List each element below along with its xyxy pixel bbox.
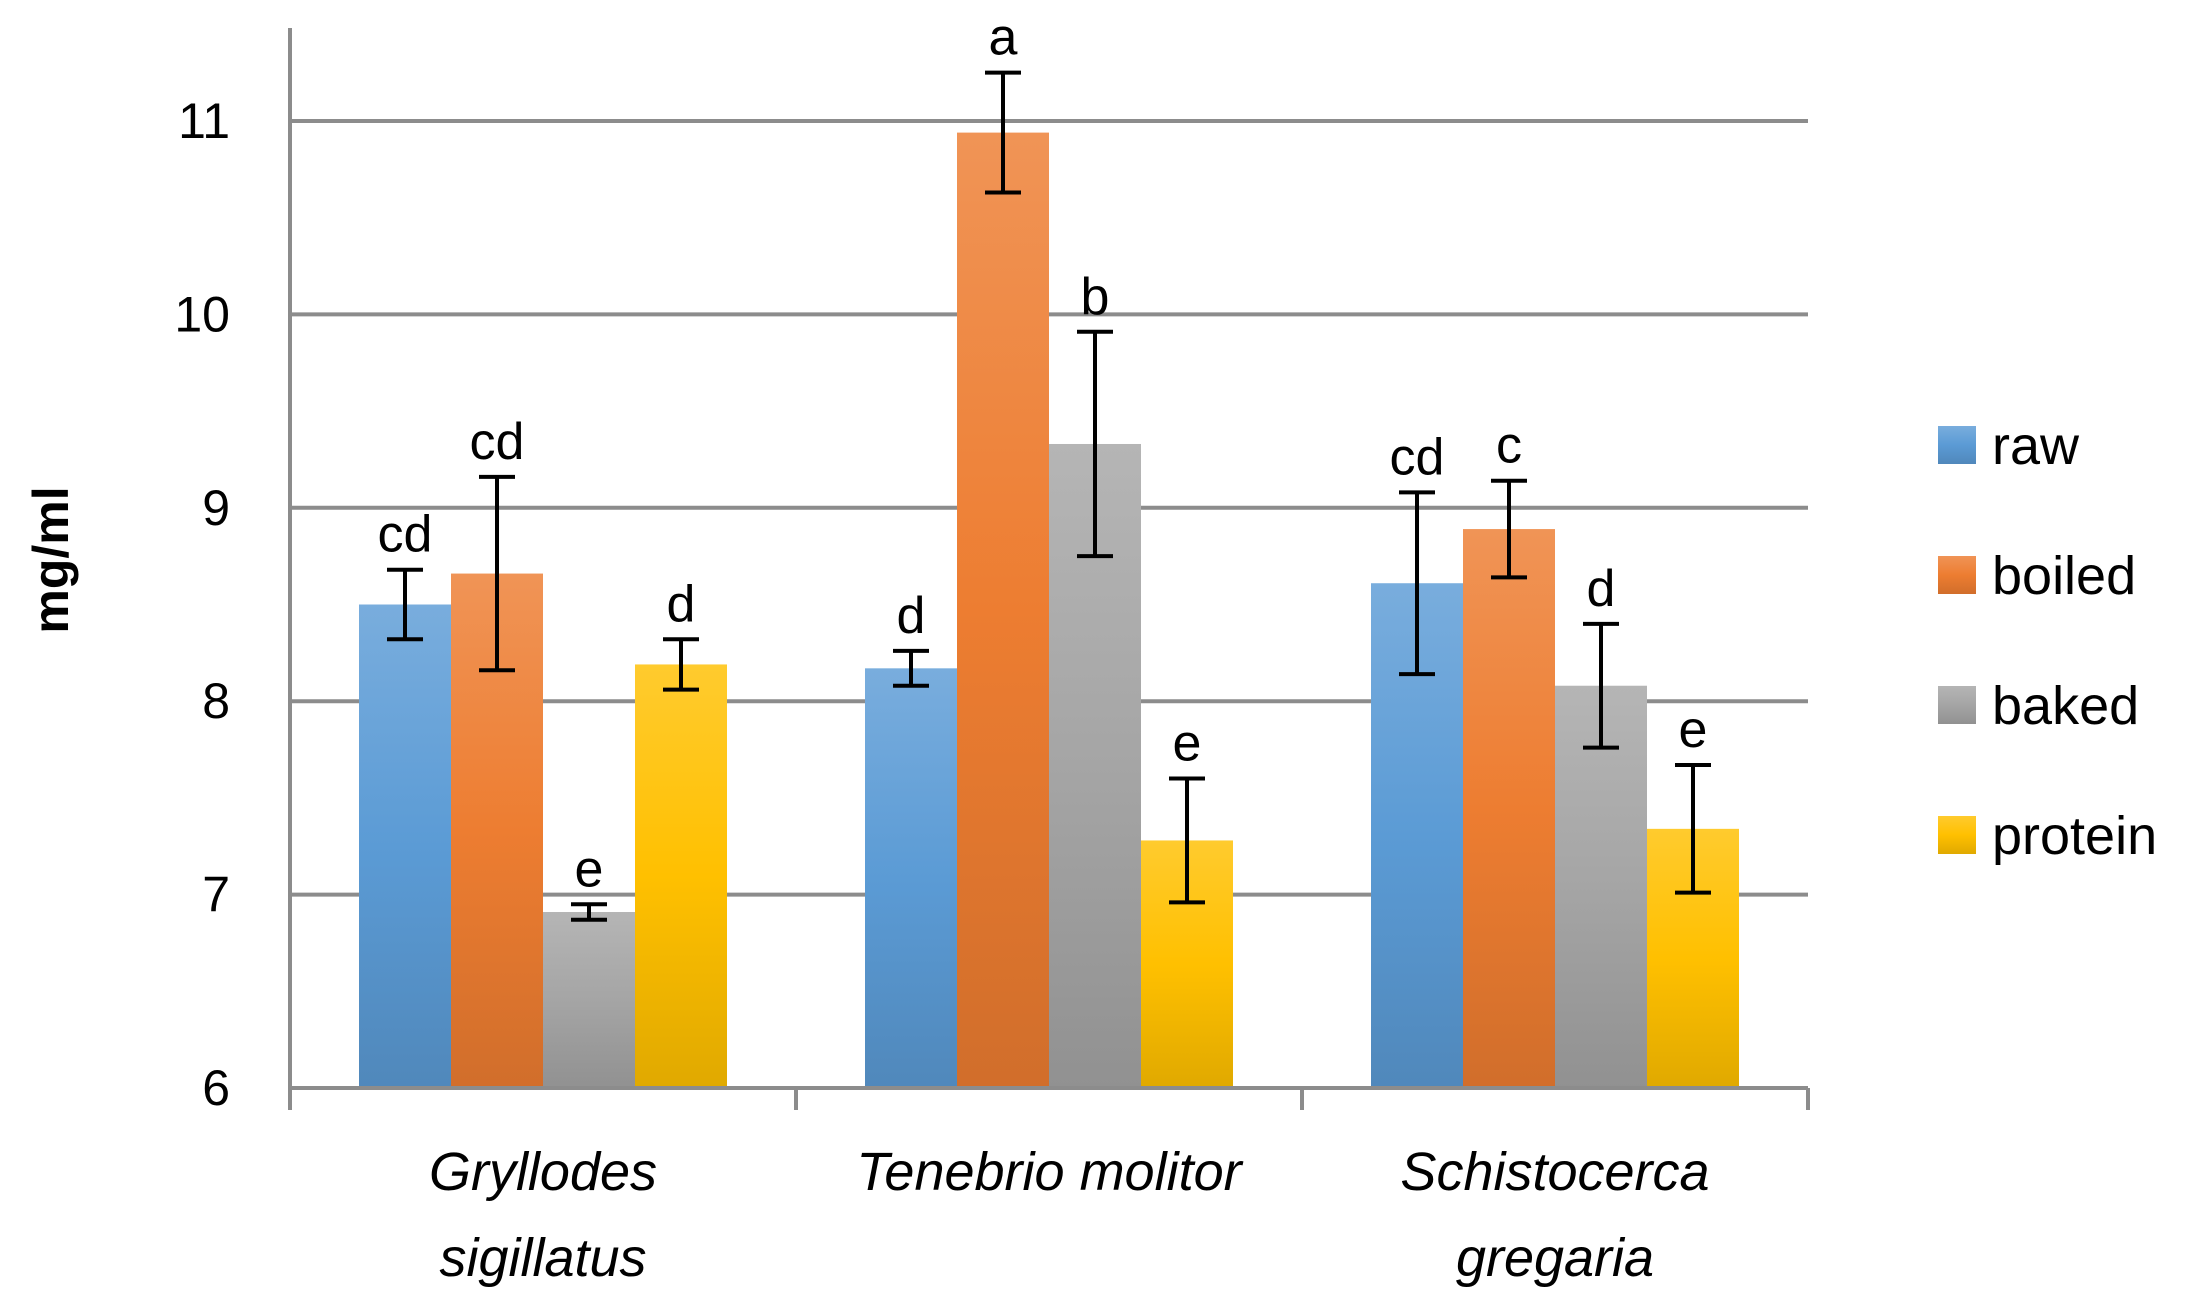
data-label-baked: d xyxy=(1587,560,1616,618)
legend-swatch-protein xyxy=(1938,816,1976,854)
legend-swatch-raw xyxy=(1938,426,1976,464)
error-bar-boiled xyxy=(985,70,1021,195)
error-bar-baked xyxy=(571,902,607,922)
data-label-boiled: c xyxy=(1496,417,1522,475)
bar-baked xyxy=(1555,685,1647,1088)
data-label-protein: e xyxy=(1679,701,1708,759)
legend-label-protein: protein xyxy=(1992,806,2157,866)
y-axis-label: mg/ml xyxy=(23,486,79,633)
data-label-raw: cd xyxy=(378,506,433,564)
y-tick-label: 11 xyxy=(178,93,230,149)
bars xyxy=(359,132,1739,1088)
error-bar-raw xyxy=(387,567,423,642)
error-bar-raw xyxy=(1399,490,1435,677)
error-bar-protein xyxy=(663,637,699,692)
legend-label-baked: baked xyxy=(1992,676,2139,736)
error-bar-raw xyxy=(893,648,929,688)
bar-raw xyxy=(359,604,451,1088)
data-label-baked: b xyxy=(1081,268,1110,326)
legend-swatch-baked xyxy=(1938,686,1976,724)
legend-label-boiled: boiled xyxy=(1992,546,2136,606)
error-bar-boiled xyxy=(1491,478,1527,580)
data-label-protein: e xyxy=(1173,715,1202,773)
axes: 6 7 8 9 10 11 Gryllodes sigillatus Tenebrio moli… xyxy=(174,28,1810,1288)
y-tick-label: 8 xyxy=(202,673,230,729)
data-label-protein: d xyxy=(667,575,696,633)
error-bar-baked xyxy=(1077,329,1113,559)
data-label-boiled: a xyxy=(989,9,1018,67)
x-category-label: sigillatus xyxy=(439,1228,646,1288)
y-tick-label: 7 xyxy=(202,867,230,923)
data-label-boiled: cd xyxy=(470,413,525,471)
x-category-label: Schistocerca xyxy=(1400,1142,1709,1202)
legend-label-raw: raw xyxy=(1992,416,2080,476)
bar-protein xyxy=(635,664,727,1088)
bar-boiled xyxy=(1463,529,1555,1088)
x-category-label: gregaria xyxy=(1456,1228,1654,1288)
bar-raw xyxy=(865,668,957,1088)
x-category-label: Gryllodes xyxy=(429,1142,657,1202)
error-bars xyxy=(387,70,1711,922)
error-bar-boiled xyxy=(479,474,515,673)
y-tick-label: 10 xyxy=(174,286,230,342)
data-label-baked: e xyxy=(575,840,604,898)
error-bar-baked xyxy=(1583,621,1619,750)
x-category-label: Tenebrio molitor xyxy=(856,1142,1243,1202)
y-tick-label: 6 xyxy=(202,1060,230,1116)
error-bar-protein xyxy=(1675,763,1711,895)
legend-swatch-boiled xyxy=(1938,556,1976,594)
bar-baked xyxy=(543,912,635,1088)
data-label-raw: cd xyxy=(1390,428,1445,486)
legend: raw boiled baked protein xyxy=(1938,416,2157,866)
bar-boiled xyxy=(957,132,1049,1088)
error-bar-protein xyxy=(1169,776,1205,905)
data-label-raw: d xyxy=(897,587,926,645)
y-tick-label: 9 xyxy=(202,480,230,536)
